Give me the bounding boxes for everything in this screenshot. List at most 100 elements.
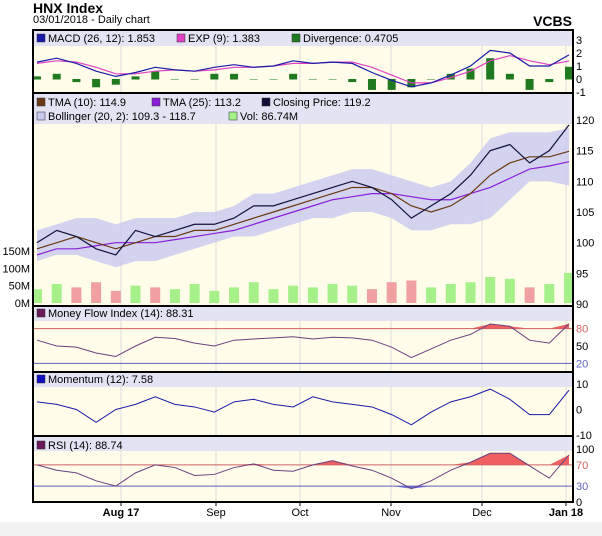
volume-bar <box>485 277 496 303</box>
brand-label: VCBS <box>533 13 572 29</box>
divergence-bar <box>387 79 396 90</box>
divergence-bar <box>308 79 317 80</box>
volume-tick-label: 0M <box>15 298 30 310</box>
volume-bar <box>445 283 456 303</box>
mfi-legend: Money Flow Index (14): 88.31 <box>48 308 194 320</box>
divergence-bar <box>249 79 258 80</box>
divergence-bar <box>210 73 219 80</box>
volume-bar <box>406 280 417 303</box>
legend-bar <box>33 437 573 451</box>
y-tick-label: 105 <box>576 207 594 219</box>
volume-bar <box>327 283 338 303</box>
y-tick-label: 70 <box>576 460 588 472</box>
y-tick-label: 80 <box>576 324 588 336</box>
panel-border <box>32 435 574 503</box>
divergence-bar <box>565 66 573 80</box>
volume-tick-label: 50M <box>9 281 30 293</box>
divergence-bar <box>111 79 120 85</box>
y-tick-label: 90 <box>576 299 588 311</box>
volume-swatch <box>228 111 238 121</box>
rsi-swatch <box>36 440 46 450</box>
rsi-legend: RSI (14): 88.74 <box>48 440 123 452</box>
volume-bar <box>564 272 574 303</box>
rsi-overbought-fill <box>37 453 569 465</box>
footer-strip <box>0 522 602 536</box>
legend-bar <box>33 94 573 124</box>
divergence-bar <box>328 79 337 80</box>
y-tick-label: 95 <box>576 268 588 280</box>
volume-bar <box>426 287 437 303</box>
y-tick-label: 30 <box>576 481 588 493</box>
y-tick-label: 120 <box>576 115 594 127</box>
divergence-bar <box>545 79 554 83</box>
y-tick-label: 0 <box>576 497 582 509</box>
tma25-legend: TMA (25): 113.2 <box>163 97 241 109</box>
divergence-bar <box>33 76 41 80</box>
chart-title: HNX Index <box>33 0 104 16</box>
x-tick-label: Jan 18 <box>549 507 583 519</box>
volume-tick-label: 100M <box>2 263 30 275</box>
volume-bar <box>71 287 82 303</box>
exp-swatch <box>176 33 186 43</box>
volume-bar <box>91 282 102 303</box>
divergence-bar <box>151 71 160 80</box>
tma25-swatch <box>151 97 161 107</box>
volume-bar <box>130 285 141 303</box>
macd-line <box>36 49 570 88</box>
y-tick-label: 115 <box>576 146 594 158</box>
closing-price-legend: Closing Price: 119.2 <box>273 97 371 109</box>
volume-bar <box>307 287 318 303</box>
divergence-swatch <box>291 33 301 43</box>
y-tick-label: 0 <box>576 74 582 86</box>
macd-legend: MACD (26, 12): 1.853 <box>48 33 155 45</box>
x-tick-label: Aug 17 <box>103 507 140 519</box>
volume-bar <box>544 283 555 303</box>
momentum-legend: Momentum (12): 7.58 <box>48 374 153 386</box>
volume-bar <box>209 290 220 303</box>
y-tick-label: 100 <box>576 444 594 456</box>
divergence-bar <box>230 73 239 80</box>
volume-bar <box>465 282 476 303</box>
y-tick-label: -10 <box>576 430 592 442</box>
macd-swatch <box>36 33 46 43</box>
divergence-bar <box>466 68 475 80</box>
volume-legend: Vol: 86.74M <box>240 111 298 123</box>
y-tick-label: 50 <box>576 341 588 353</box>
volume-bar <box>110 290 121 303</box>
divergence-bar <box>190 79 199 80</box>
tma10-line <box>36 150 570 250</box>
volume-bar <box>150 287 161 303</box>
divergence-bar <box>427 79 436 80</box>
divergence-bar <box>505 73 514 80</box>
y-tick-label: 20 <box>576 358 588 370</box>
y-tick-label: 10 <box>576 379 588 391</box>
volume-bar <box>169 289 180 303</box>
y-tick-label: 110 <box>576 176 594 188</box>
volume-bar <box>268 289 279 303</box>
divergence-bar <box>289 73 298 80</box>
y-tick-label: 100 <box>576 238 594 250</box>
divergence-bar <box>269 79 278 80</box>
x-tick-label: Oct <box>291 507 308 519</box>
volume-bar <box>32 289 42 303</box>
mfi-swatch <box>36 308 46 318</box>
divergence-bar <box>367 79 376 90</box>
divergence-bar <box>131 76 140 80</box>
y-tick-label: 0 <box>576 405 582 417</box>
volume-bar <box>51 283 62 303</box>
chart-subtitle: 03/01/2018 - Daily chart <box>33 14 150 26</box>
bollinger-swatch <box>36 111 46 121</box>
x-tick-label: Nov <box>381 507 401 519</box>
divergence-bar <box>92 79 101 88</box>
divergence-bar <box>525 79 534 90</box>
closing-price-line <box>36 124 570 256</box>
tma10-swatch <box>36 97 46 107</box>
divergence-bar <box>72 79 81 83</box>
volume-bar <box>248 282 259 303</box>
legend-bar <box>33 373 573 387</box>
volume-bar <box>189 283 200 303</box>
volume-bar <box>347 285 358 303</box>
y-tick-label: -1 <box>576 87 586 99</box>
